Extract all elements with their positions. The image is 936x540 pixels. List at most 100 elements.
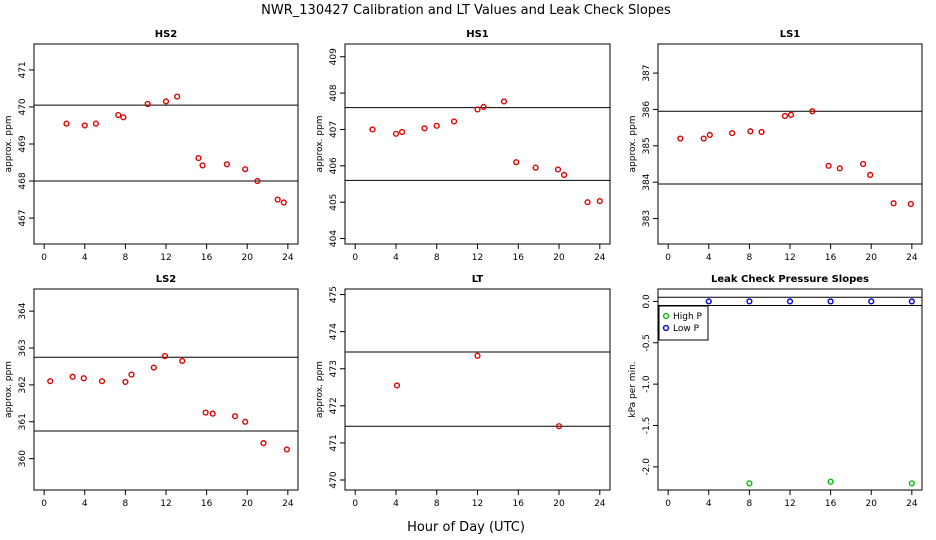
panel-title: HS1 bbox=[466, 29, 489, 40]
legend-box bbox=[658, 305, 709, 341]
data-point bbox=[150, 364, 157, 371]
data-point bbox=[474, 106, 481, 113]
y-tick-label: 404 bbox=[329, 230, 339, 247]
y-axis-label: approx. ppm bbox=[315, 361, 325, 418]
data-point bbox=[274, 196, 281, 203]
panel-0: HS2 approx. ppm 0 4 8 12 16 20 24 467 468 469 470 471 bbox=[4, 29, 299, 263]
x-tick-label: 0 bbox=[352, 253, 358, 263]
plot-frame bbox=[344, 43, 611, 245]
data-point bbox=[513, 159, 520, 166]
x-tick-label: 20 bbox=[553, 253, 565, 263]
y-tick-label: 474 bbox=[329, 323, 339, 340]
data-point bbox=[69, 373, 76, 380]
y-tick-label: 385 bbox=[642, 137, 652, 154]
y-tick-label: 360 bbox=[18, 450, 28, 467]
y-tick-label: 472 bbox=[329, 397, 339, 414]
y-tick-label: 470 bbox=[18, 98, 28, 115]
data-point bbox=[554, 166, 562, 173]
data-point bbox=[63, 120, 70, 127]
y-axis-label: approx. ppm bbox=[4, 116, 14, 173]
data-point bbox=[746, 298, 753, 305]
data-point bbox=[209, 410, 216, 417]
x-tick-label: 16 bbox=[825, 499, 837, 509]
x-tick-label: 4 bbox=[82, 499, 88, 509]
data-point bbox=[860, 160, 867, 168]
data-point bbox=[705, 298, 712, 305]
data-point bbox=[867, 171, 874, 179]
data-point bbox=[398, 128, 406, 136]
data-point bbox=[786, 298, 794, 305]
data-point bbox=[561, 171, 568, 179]
x-tick-label: 12 bbox=[784, 253, 795, 263]
y-tick-label: 407 bbox=[329, 121, 339, 138]
data-point bbox=[827, 298, 834, 305]
x-tick-label: 16 bbox=[513, 253, 525, 263]
data-point bbox=[254, 177, 261, 185]
legend-marker bbox=[662, 324, 670, 332]
data-point bbox=[450, 118, 458, 125]
x-tick-label: 24 bbox=[594, 499, 606, 509]
y-tick-label: 469 bbox=[18, 135, 28, 152]
y-axis-label: approx. ppm bbox=[628, 116, 638, 173]
data-point bbox=[80, 375, 87, 382]
y-tick-label: 0.0 bbox=[642, 294, 652, 309]
data-point bbox=[480, 103, 487, 111]
data-point bbox=[747, 128, 754, 135]
x-tick-label: 8 bbox=[123, 499, 129, 509]
y-tick-label: 408 bbox=[329, 84, 339, 101]
data-point bbox=[827, 478, 834, 485]
y-tick-label: 473 bbox=[329, 360, 339, 377]
y-axis-label: kPa per min. bbox=[628, 361, 638, 417]
data-point bbox=[433, 122, 440, 129]
x-tick-label: 16 bbox=[201, 253, 213, 263]
data-point bbox=[596, 197, 603, 205]
data-point bbox=[115, 112, 122, 119]
data-point bbox=[421, 125, 428, 132]
panel-title: LT bbox=[472, 274, 484, 285]
plot-frame bbox=[344, 288, 611, 491]
y-tick-label: 387 bbox=[642, 64, 652, 81]
x-tick-label: 12 bbox=[784, 499, 795, 509]
x-tick-label: 8 bbox=[434, 499, 440, 509]
x-tick-label: 4 bbox=[706, 253, 712, 263]
y-tick-label: 475 bbox=[329, 286, 339, 303]
y-tick-label: 383 bbox=[642, 210, 652, 227]
y-tick-label: 364 bbox=[18, 302, 28, 319]
data-point bbox=[47, 378, 54, 385]
data-point bbox=[908, 480, 915, 487]
y-tick-label: 467 bbox=[18, 209, 28, 226]
x-tick-label: 16 bbox=[513, 499, 525, 509]
data-point bbox=[393, 382, 401, 389]
data-point bbox=[706, 131, 713, 139]
data-point bbox=[283, 446, 290, 453]
panel-title: LS2 bbox=[156, 274, 177, 285]
data-point bbox=[787, 111, 795, 119]
data-point bbox=[242, 418, 249, 425]
x-tick-label: 20 bbox=[866, 253, 878, 263]
data-point bbox=[868, 298, 875, 305]
x-tick-label: 24 bbox=[282, 253, 294, 263]
y-tick-label: 471 bbox=[329, 434, 339, 451]
y-tick-label: -1.5 bbox=[642, 417, 652, 435]
y-tick-label: 386 bbox=[642, 101, 652, 118]
data-point bbox=[144, 100, 151, 108]
data-point bbox=[809, 108, 816, 115]
data-point bbox=[162, 98, 170, 105]
data-point bbox=[179, 357, 186, 365]
data-point bbox=[120, 114, 127, 121]
y-axis-label: approx. ppm bbox=[315, 116, 325, 173]
data-point bbox=[242, 166, 249, 173]
data-point bbox=[81, 122, 88, 129]
y-tick-label: -0.5 bbox=[642, 334, 652, 352]
x-tick-label: 24 bbox=[282, 499, 294, 509]
x-tick-label: 20 bbox=[242, 499, 254, 509]
x-tick-label: 0 bbox=[41, 499, 47, 509]
x-tick-label: 20 bbox=[866, 499, 878, 509]
data-point bbox=[223, 161, 231, 168]
y-tick-label: 362 bbox=[18, 376, 28, 393]
x-tick-label: 12 bbox=[472, 253, 483, 263]
data-point bbox=[584, 199, 591, 206]
panel-2: LS1 approx. ppm 0 4 8 12 16 20 24 383 384 385 386 387 bbox=[628, 29, 923, 263]
x-tick-label: 0 bbox=[665, 499, 671, 509]
